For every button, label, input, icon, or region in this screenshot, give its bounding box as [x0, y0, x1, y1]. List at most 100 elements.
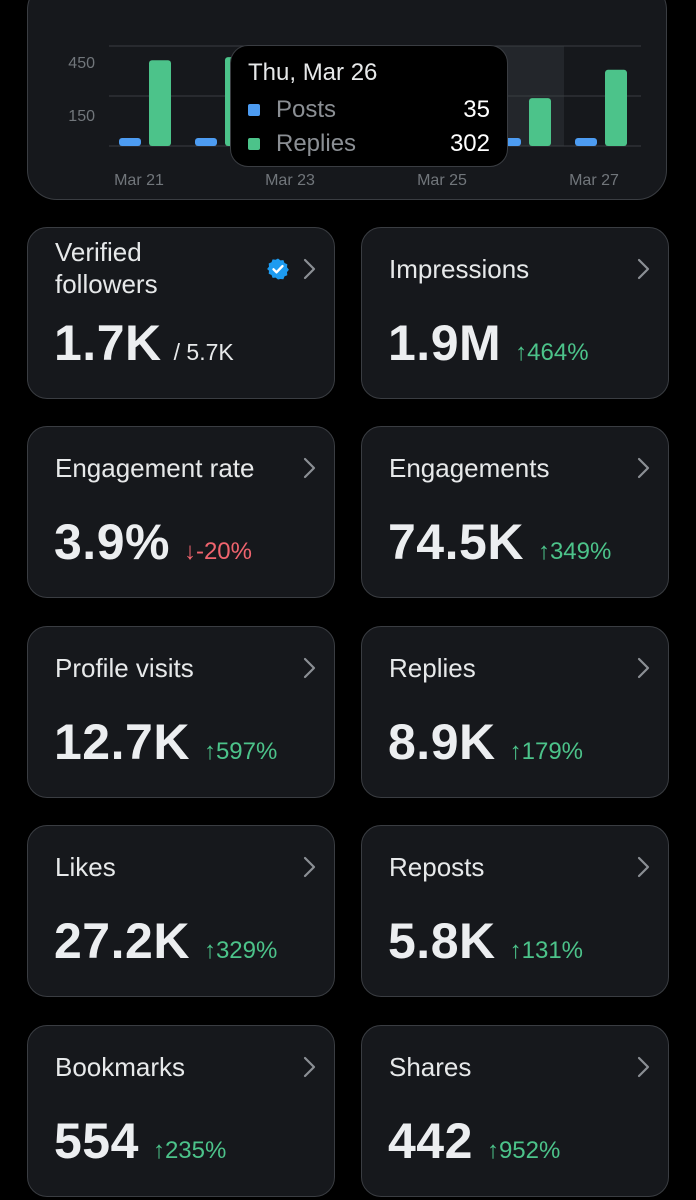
posts-legend-swatch — [248, 104, 260, 116]
metric-card-replies[interactable]: Replies 8.9K ↑179% — [361, 626, 669, 798]
y-tick-label: 150 — [68, 108, 95, 125]
metric-title: Verified followers — [55, 237, 158, 299]
metric-value-row: 442 ↑952% — [388, 1112, 560, 1170]
metric-value: 27.2K — [54, 913, 190, 969]
metric-change-value: 131% — [521, 937, 584, 964]
replies-legend-swatch — [248, 138, 260, 150]
arrow-up-icon: ↑ — [515, 339, 528, 366]
metric-total: / 5.7K — [173, 339, 234, 365]
metric-card-engagements[interactable]: Engagements 74.5K ↑349% — [361, 426, 669, 598]
chevron-right-icon[interactable] — [632, 655, 654, 681]
metric-change: ↑464% — [515, 339, 588, 366]
chevron-right-icon[interactable] — [632, 854, 654, 880]
metric-change: ↑597% — [204, 738, 277, 765]
metric-value-row: 3.9% ↓-20% — [54, 513, 252, 571]
metric-change: ↑235% — [153, 1137, 226, 1164]
metric-change-value: 235% — [164, 1137, 227, 1164]
metric-title: Reposts — [389, 852, 485, 882]
replies-bar[interactable] — [529, 98, 551, 146]
arrow-up-icon: ↑ — [486, 1137, 499, 1164]
metric-value-row: 5.8K ↑131% — [388, 912, 583, 970]
verified-badge-icon — [267, 258, 289, 280]
chevron-right-icon[interactable] — [298, 1054, 320, 1080]
metric-card-likes[interactable]: Likes 27.2K ↑329% — [27, 825, 335, 997]
posts-bar[interactable] — [119, 138, 141, 146]
metric-card-reposts[interactable]: Reposts 5.8K ↑131% — [361, 825, 669, 997]
metric-value-row: 12.7K ↑597% — [54, 713, 277, 771]
tooltip-row-posts: Posts 35 — [248, 96, 490, 126]
chevron-right-icon[interactable] — [298, 655, 320, 681]
metric-card-shares[interactable]: Shares 442 ↑952% — [361, 1025, 669, 1197]
metric-change: ↑952% — [487, 1137, 560, 1164]
arrow-up-icon: ↑ — [203, 738, 216, 765]
metric-value: 3.9% — [54, 514, 170, 570]
arrow-down-icon: ↓ — [183, 538, 196, 565]
tooltip-value: 35 — [463, 96, 490, 123]
metric-title: Engagement rate — [55, 453, 255, 483]
metric-value-row: 8.9K ↑179% — [388, 713, 583, 771]
tooltip-value: 302 — [449, 130, 490, 157]
metric-value-row: 74.5K ↑349% — [388, 513, 611, 571]
metric-card-impressions[interactable]: Impressions 1.9M ↑464% — [361, 227, 669, 399]
arrow-up-icon: ↑ — [509, 937, 522, 964]
y-tick-label: 450 — [68, 55, 95, 72]
metric-title: Impressions — [389, 254, 530, 284]
chevron-right-icon[interactable] — [632, 256, 654, 282]
tooltip-label: Replies — [276, 130, 357, 157]
chevron-right-icon[interactable] — [298, 455, 320, 481]
metric-card-verified-followers[interactable]: Verified followers 1.7K / 5.7K — [27, 227, 335, 399]
metric-change-value: 349% — [549, 538, 612, 565]
metric-value: 74.5K — [388, 514, 524, 570]
metric-card-engagement-rate[interactable]: Engagement rate 3.9% ↓-20% — [27, 426, 335, 598]
arrow-up-icon: ↑ — [152, 1137, 165, 1164]
chart-tooltip: Thu, Mar 26 Posts 35 Replies 302 — [230, 45, 508, 167]
metric-value: 1.9M — [388, 315, 502, 371]
posts-bar[interactable] — [575, 138, 597, 146]
metric-change: ↑349% — [538, 538, 611, 565]
arrow-up-icon: ↑ — [509, 738, 522, 765]
replies-bar[interactable] — [149, 60, 171, 146]
metric-title: Shares — [389, 1052, 472, 1082]
metric-value: 12.7K — [54, 714, 190, 770]
chevron-right-icon[interactable] — [632, 1054, 654, 1080]
x-tick-label: Mar 23 — [265, 172, 315, 189]
tooltip-label: Posts — [276, 96, 337, 123]
metric-value-row: 1.7K / 5.7K — [54, 314, 234, 372]
metric-change-value: 597% — [215, 738, 278, 765]
metric-card-bookmarks[interactable]: Bookmarks 554 ↑235% — [27, 1025, 335, 1197]
metric-value-row: 27.2K ↑329% — [54, 912, 277, 970]
x-tick-label: Mar 21 — [114, 172, 164, 189]
x-tick-label: Mar 25 — [417, 172, 467, 189]
arrow-up-icon: ↑ — [537, 538, 550, 565]
metric-title: Likes — [55, 852, 116, 882]
metric-change: ↑329% — [204, 937, 277, 964]
metric-title: Replies — [389, 653, 476, 683]
metric-change: ↑131% — [510, 937, 583, 964]
metric-change: ↑179% — [510, 738, 583, 765]
metric-change-value: 179% — [521, 738, 584, 765]
metric-value-row: 1.9M ↑464% — [388, 314, 589, 372]
metric-title: Bookmarks — [55, 1052, 186, 1082]
metric-value: 5.8K — [388, 913, 496, 969]
metric-value: 554 — [54, 1113, 139, 1169]
posts-bar[interactable] — [195, 138, 217, 146]
arrow-up-icon: ↑ — [203, 937, 216, 964]
metric-change-value: 464% — [527, 339, 589, 366]
metric-change: ↓-20% — [184, 538, 252, 565]
metric-change-value: 952% — [498, 1137, 561, 1164]
metric-card-profile-visits[interactable]: Profile visits 12.7K ↑597% — [27, 626, 335, 798]
metric-value: 442 — [388, 1113, 473, 1169]
metric-title: Engagements — [389, 453, 550, 483]
x-tick-label: Mar 27 — [569, 172, 619, 189]
tooltip-date: Thu, Mar 26 — [248, 59, 378, 86]
chevron-right-icon[interactable] — [632, 455, 654, 481]
metric-value: 8.9K — [388, 714, 496, 770]
metric-title: Profile visits — [55, 653, 194, 683]
tooltip-row-replies: Replies 302 — [248, 130, 490, 160]
metric-value-row: 554 ↑235% — [54, 1112, 226, 1170]
chevron-right-icon[interactable] — [298, 854, 320, 880]
metric-change-value: -20% — [195, 538, 252, 565]
metric-change-value: 329% — [215, 937, 278, 964]
replies-bar[interactable] — [605, 69, 627, 146]
chevron-right-icon[interactable] — [298, 256, 320, 282]
